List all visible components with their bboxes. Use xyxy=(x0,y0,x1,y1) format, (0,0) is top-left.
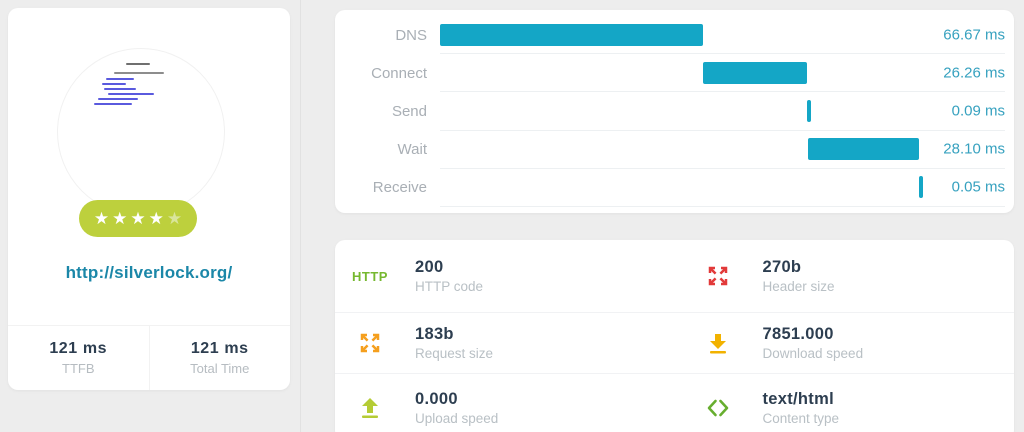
preview-line xyxy=(98,98,138,100)
upload-arrow-icon xyxy=(347,397,393,419)
details-value: 270b xyxy=(762,258,802,276)
preview-line xyxy=(106,78,134,80)
preview-line xyxy=(102,83,126,85)
waterfall-value: 0.09 ms xyxy=(951,102,1005,120)
details-cell: 7851.000 Download speed xyxy=(675,313,1015,373)
details-cell: 270b Header size xyxy=(675,240,1015,312)
site-preview-thumbnail xyxy=(57,48,225,216)
details-row: 0.000 Upload speed text/html Content type xyxy=(335,373,1014,432)
details-label: Download speed xyxy=(762,346,864,361)
request-details-grid: HTTP 200 HTTP code 270b Header size 183b Req… xyxy=(335,240,1014,432)
star-icon-empty: ★ xyxy=(166,209,183,228)
details-row: HTTP 200 HTTP code 270b Header size xyxy=(335,240,1014,312)
site-preview-content xyxy=(84,63,194,105)
waterfall-bar[interactable] xyxy=(918,176,923,199)
waterfall-track: 66.67 ms xyxy=(440,16,1005,55)
details-label: Header size xyxy=(762,279,835,294)
site-url-link[interactable]: http://silverlock.org/ xyxy=(65,263,233,282)
panel-divider xyxy=(300,0,301,432)
details-row: 183b Request size 7851.000 Download speed xyxy=(335,312,1014,373)
details-text: 0.000 Upload speed xyxy=(415,390,498,426)
preview-line xyxy=(104,88,136,90)
code-brackets-icon xyxy=(695,397,741,419)
waterfall-bar[interactable] xyxy=(703,61,808,84)
total-time-label: Total Time xyxy=(190,361,250,376)
star-icon-filled: ★ xyxy=(130,209,146,228)
waterfall-value: 28.10 ms xyxy=(943,140,1005,158)
details-cell: HTTP 200 HTTP code xyxy=(335,240,675,312)
rating-badge: ★ ★ ★ ★ ★ xyxy=(79,200,197,237)
waterfall-value: 66.67 ms xyxy=(943,26,1005,44)
waterfall-bar[interactable] xyxy=(807,138,919,161)
waterfall-phase-label: DNS xyxy=(395,26,427,44)
details-text: 200 HTTP code xyxy=(415,258,483,294)
waterfall-phase-label: Receive xyxy=(372,179,427,197)
waterfall-track: 26.26 ms xyxy=(440,54,1005,93)
total-time-value: 121 ms xyxy=(190,340,249,357)
details-label: Request size xyxy=(415,346,494,361)
expand-arrows-icon xyxy=(347,332,393,354)
waterfall-bar[interactable] xyxy=(807,100,812,122)
timing-waterfall-chart: DNS 66.67 ms Connect 26.26 ms Send 0.09 ms Wai… xyxy=(335,10,1014,213)
details-text: 270b Header size xyxy=(763,258,835,294)
details-value: 183b xyxy=(415,325,454,343)
ttfb-value: 121 ms xyxy=(49,340,108,357)
star-icon-filled: ★ xyxy=(148,209,164,228)
details-value: 200 xyxy=(415,258,444,276)
waterfall-track: 0.09 ms xyxy=(440,92,1005,131)
waterfall-track: 0.05 ms xyxy=(440,169,1005,208)
request-details-card: HTTP 200 HTTP code 270b Header size 183b Req… xyxy=(335,240,1014,432)
details-value: 0.000 xyxy=(415,390,458,408)
details-value: text/html xyxy=(762,390,834,408)
details-label: HTTP code xyxy=(415,279,484,294)
star-icon-filled: ★ xyxy=(93,209,110,228)
preview-line xyxy=(108,93,154,95)
summary-stats: 121 ms TTFB 121 ms Total Time xyxy=(8,325,290,390)
waterfall-phase-label: Send xyxy=(391,103,427,120)
site-summary-card: ★ ★ ★ ★ ★ http://silverlock.org/ 121 ms TTFB… xyxy=(8,8,290,390)
details-label: Content type xyxy=(762,411,840,426)
preview-line xyxy=(114,72,164,74)
star-icon-filled: ★ xyxy=(112,209,128,228)
details-text: text/html Content type xyxy=(763,390,840,426)
details-cell: 183b Request size xyxy=(335,313,675,373)
total-time-stat: 121 ms Total Time xyxy=(148,326,291,390)
details-cell: text/html Content type xyxy=(675,374,1015,432)
details-text: 7851.000 Download speed xyxy=(763,325,864,361)
expand-arrows-icon xyxy=(695,265,741,287)
ttfb-label: TTFB xyxy=(62,361,95,376)
waterfall-phase-label: Connect xyxy=(371,64,427,82)
timing-waterfall-card: DNS 66.67 ms Connect 26.26 ms Send 0.09 ms Wai… xyxy=(335,10,1014,213)
waterfall-row: Send 0.09 ms xyxy=(335,92,1014,131)
waterfall-row: Receive 0.05 ms xyxy=(335,169,1014,208)
waterfall-row: DNS 66.67 ms xyxy=(335,16,1014,55)
waterfall-phase-label: Wait xyxy=(397,141,427,159)
download-arrow-icon xyxy=(695,332,741,354)
ttfb-stat: 121 ms TTFB xyxy=(8,326,149,390)
waterfall-value: 0.05 ms xyxy=(951,178,1005,196)
waterfall-bar[interactable] xyxy=(440,23,704,46)
details-text: 183b Request size xyxy=(415,325,493,361)
preview-line xyxy=(94,103,132,105)
details-cell: 0.000 Upload speed xyxy=(335,374,675,432)
preview-line xyxy=(126,63,150,65)
details-label: Upload speed xyxy=(415,411,499,426)
http-badge-icon: HTTP xyxy=(352,268,388,284)
waterfall-track: 28.10 ms xyxy=(440,131,1005,169)
waterfall-value: 26.26 ms xyxy=(943,64,1005,82)
waterfall-row: Wait 28.10 ms xyxy=(335,131,1014,169)
waterfall-row: Connect 26.26 ms xyxy=(335,54,1014,93)
details-value: 7851.000 xyxy=(762,325,834,343)
